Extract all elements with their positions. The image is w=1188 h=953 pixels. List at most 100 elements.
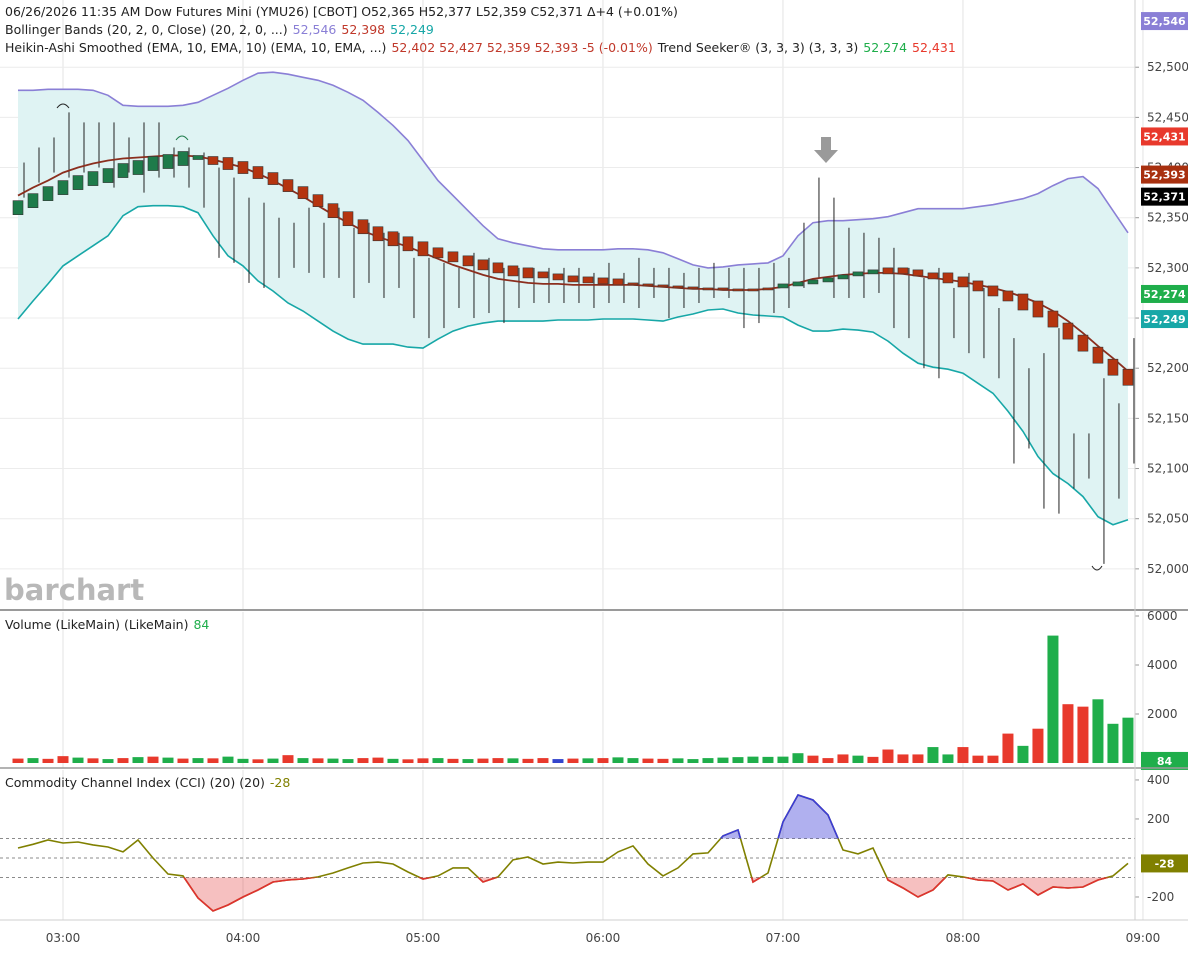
volume-bar xyxy=(372,757,384,764)
price-badge xyxy=(1141,127,1188,146)
candle-body xyxy=(12,200,24,216)
candle-body xyxy=(1017,293,1029,311)
candle-body xyxy=(192,155,204,160)
candle-body xyxy=(807,279,819,285)
candle-body xyxy=(402,236,414,252)
y-tick-label: 52,000 xyxy=(1147,562,1188,576)
volume-bar xyxy=(1047,635,1059,764)
volume-bar xyxy=(297,758,309,764)
volume-bar xyxy=(57,756,69,764)
volume-bar xyxy=(867,756,879,764)
volume-bar xyxy=(657,758,669,764)
price-badge-label: 52,249 xyxy=(1143,313,1185,326)
volume-bar xyxy=(672,758,684,764)
volume-bar xyxy=(327,758,339,764)
candle-body xyxy=(42,186,54,201)
volume-bar xyxy=(432,758,444,764)
candle-body xyxy=(327,203,339,219)
candle-body xyxy=(297,186,309,199)
volume-bar xyxy=(207,758,219,764)
y-tick-label: -200 xyxy=(1147,890,1174,904)
volume-bar xyxy=(897,754,909,764)
candle-body xyxy=(27,193,39,208)
candle-body xyxy=(387,231,399,247)
y-tick-label: 400 xyxy=(1147,773,1170,787)
y-tick-label: 2000 xyxy=(1147,707,1178,721)
candle-body xyxy=(972,280,984,292)
volume-bar xyxy=(42,758,54,764)
overbought-fill xyxy=(720,795,839,839)
volume-bar xyxy=(402,759,414,764)
candle-body xyxy=(567,275,579,283)
candle-body xyxy=(267,172,279,185)
y-tick-label: 200 xyxy=(1147,812,1170,826)
band-fill xyxy=(17,72,1128,525)
volume-bar xyxy=(1002,733,1014,764)
price-badge-label: 52,393 xyxy=(1143,169,1185,182)
y-tick-label: 52,500 xyxy=(1147,60,1188,74)
price-badge-label: -28 xyxy=(1155,857,1175,870)
volume-bar xyxy=(177,758,189,764)
price-badge-label: 84 xyxy=(1157,755,1173,768)
volume-bar xyxy=(807,755,819,764)
volume-bar xyxy=(72,757,84,764)
high-marker xyxy=(175,135,189,141)
candle-body xyxy=(852,271,864,277)
candle-body xyxy=(627,282,639,286)
volume-bar xyxy=(132,757,144,764)
candle-body xyxy=(492,262,504,274)
candle-body xyxy=(117,163,129,178)
candle-body xyxy=(657,284,669,288)
volume-bar xyxy=(582,758,594,764)
legend-text: 52,546 xyxy=(293,22,337,37)
price-badge xyxy=(1141,854,1188,873)
legend-line: 06/26/2026 11:35 AM Dow Futures Mini (YM… xyxy=(5,4,678,19)
volume-bar xyxy=(1077,706,1089,764)
volume-bar xyxy=(1032,728,1044,764)
candle-body xyxy=(837,274,849,280)
candle-body xyxy=(597,277,609,285)
candle-body xyxy=(957,276,969,288)
volume-bar xyxy=(1122,717,1134,764)
candle-body xyxy=(732,288,744,292)
legend-line: Commodity Channel Index (CCI) (20) (20) -… xyxy=(5,775,290,790)
low-marker xyxy=(1091,565,1103,571)
price-badge-label: 52,274 xyxy=(1143,288,1186,301)
legend-text: 84 xyxy=(193,617,209,632)
band-lower xyxy=(17,204,1129,526)
candle-body xyxy=(372,226,384,242)
candle-body xyxy=(927,272,939,280)
candle-body xyxy=(822,277,834,283)
candle-body xyxy=(72,175,84,190)
volume-bar xyxy=(537,758,549,764)
high-marker xyxy=(56,103,70,109)
candle-body xyxy=(582,276,594,284)
legend-text: Volume (LikeMain) (LikeMain) xyxy=(5,617,188,632)
volume-bar xyxy=(507,758,519,764)
volume-bar xyxy=(927,747,939,764)
signal-arrow xyxy=(814,137,838,163)
volume-bar xyxy=(777,756,789,764)
y-tick-label: 52,450 xyxy=(1147,110,1188,124)
legend-text: Heikin-Ashi Smoothed (EMA, 10, EMA, 10) … xyxy=(5,40,386,55)
candle-body xyxy=(642,283,654,287)
volume-bar xyxy=(612,757,624,764)
candle-body xyxy=(882,267,894,275)
candle-body xyxy=(867,269,879,275)
legend-text: 52,402 52,427 52,359 52,393 -5 (-0.01%) xyxy=(391,40,652,55)
candle-body xyxy=(717,287,729,291)
legend-text: -28 xyxy=(270,775,290,790)
price-badge xyxy=(1141,12,1188,31)
candle-body xyxy=(612,278,624,286)
candle-body xyxy=(147,156,159,171)
candle-body xyxy=(762,287,774,291)
volume-bar xyxy=(12,758,24,764)
candle-body xyxy=(477,259,489,271)
candle-body xyxy=(282,179,294,192)
candle-body xyxy=(237,161,249,174)
volume-bar xyxy=(492,758,504,764)
candle-body xyxy=(912,269,924,277)
volume-bar xyxy=(942,754,954,764)
candle-body xyxy=(357,219,369,235)
candle-body xyxy=(87,171,99,186)
